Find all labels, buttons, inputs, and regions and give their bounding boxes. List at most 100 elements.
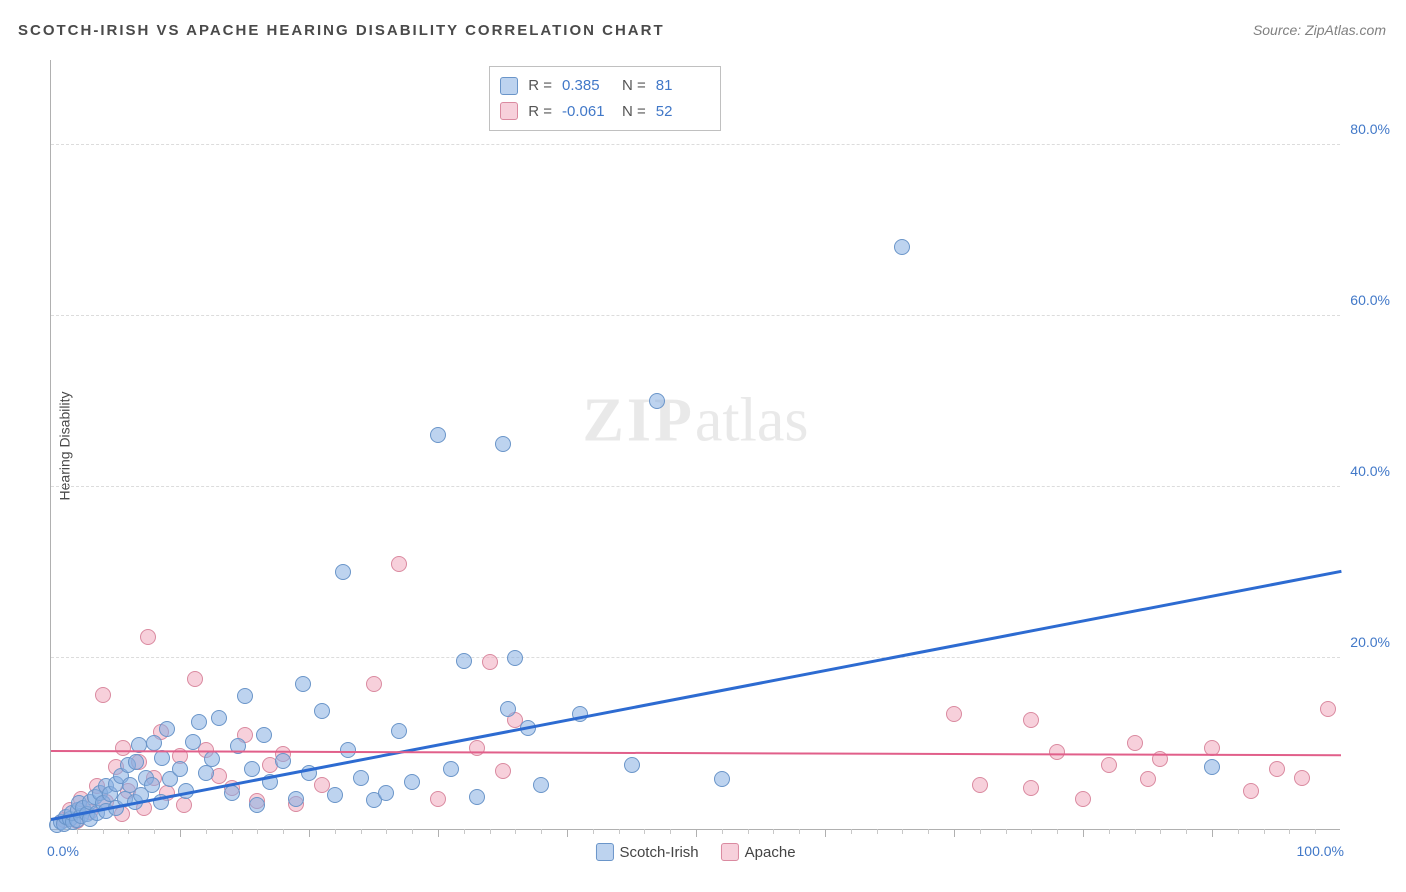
x-axis-min-label: 0.0% (47, 843, 79, 859)
stat-r-value-scotch_irish: 0.385 (562, 73, 612, 99)
data-point-scotch_irish (128, 754, 144, 770)
data-point-apache (1127, 735, 1143, 751)
gridline-h (51, 315, 1340, 316)
x-tick-major (309, 829, 310, 837)
data-point-apache (1023, 712, 1039, 728)
x-tick-minor (1315, 829, 1316, 834)
data-point-scotch_irish (404, 774, 420, 790)
y-tick-label: 20.0% (1344, 634, 1390, 650)
x-tick-minor (619, 829, 620, 834)
x-tick-minor (1031, 829, 1032, 834)
x-tick-minor (361, 829, 362, 834)
x-tick-major (180, 829, 181, 837)
data-point-scotch_irish (430, 427, 446, 443)
data-point-scotch_irish (191, 714, 207, 730)
data-point-scotch_irish (144, 777, 160, 793)
stat-r-label: R = (528, 73, 552, 99)
x-tick-minor (1057, 829, 1058, 834)
data-point-scotch_irish (327, 787, 343, 803)
data-point-scotch_irish (244, 761, 260, 777)
data-point-scotch_irish (288, 791, 304, 807)
data-point-scotch_irish (237, 688, 253, 704)
stat-r-label: R = (528, 99, 552, 125)
stat-n-label: N = (622, 99, 646, 125)
x-tick-minor (748, 829, 749, 834)
data-point-apache (430, 791, 446, 807)
data-point-scotch_irish (391, 723, 407, 739)
stats-row-apache: R =-0.061N =52 (500, 99, 706, 125)
correlation-stats-box: R =0.385N =81R =-0.061N =52 (489, 66, 721, 131)
x-tick-minor (1160, 829, 1161, 834)
swatch-apache (500, 102, 518, 120)
x-tick-major (825, 829, 826, 837)
watermark-atlas: atlas (695, 387, 809, 455)
x-tick-minor (386, 829, 387, 834)
data-point-scotch_irish (507, 650, 523, 666)
data-point-scotch_irish (159, 721, 175, 737)
y-tick-label: 60.0% (1344, 292, 1390, 308)
x-axis-max-label: 100.0% (1297, 843, 1344, 859)
x-tick-minor (1264, 829, 1265, 834)
data-point-scotch_irish (335, 564, 351, 580)
data-point-apache (115, 740, 131, 756)
data-point-scotch_irish (443, 761, 459, 777)
data-point-scotch_irish (353, 770, 369, 786)
data-point-scotch_irish (198, 765, 214, 781)
x-tick-minor (593, 829, 594, 834)
data-point-apache (1075, 791, 1091, 807)
x-tick-minor (283, 829, 284, 834)
data-point-scotch_irish (146, 735, 162, 751)
data-point-apache (1294, 770, 1310, 786)
data-point-apache (366, 676, 382, 692)
legend-swatch-apache (721, 843, 739, 861)
data-point-scotch_irish (500, 701, 516, 717)
data-point-scotch_irish (275, 753, 291, 769)
x-tick-minor (773, 829, 774, 834)
x-tick-major (438, 829, 439, 837)
legend-label-scotch_irish: Scotch-Irish (619, 844, 698, 861)
x-tick-minor (154, 829, 155, 834)
x-tick-minor (980, 829, 981, 834)
data-point-scotch_irish (154, 750, 170, 766)
x-tick-minor (799, 829, 800, 834)
x-tick-minor (644, 829, 645, 834)
source-label: Source: ZipAtlas.com (1253, 22, 1386, 38)
legend-swatch-scotch_irish (595, 843, 613, 861)
data-point-apache (1320, 701, 1336, 717)
x-tick-minor (1289, 829, 1290, 834)
data-point-apache (1269, 761, 1285, 777)
x-tick-minor (1109, 829, 1110, 834)
x-tick-minor (722, 829, 723, 834)
data-point-scotch_irish (1204, 759, 1220, 775)
chart-title: SCOTCH-IRISH VS APACHE HEARING DISABILIT… (18, 22, 665, 39)
data-point-scotch_irish (469, 789, 485, 805)
x-tick-minor (257, 829, 258, 834)
legend-label-apache: Apache (745, 844, 796, 861)
x-tick-minor (541, 829, 542, 834)
x-tick-minor (902, 829, 903, 834)
data-point-scotch_irish (649, 393, 665, 409)
watermark-zip: ZIP (583, 387, 695, 455)
data-point-scotch_irish (249, 797, 265, 813)
stat-n-label: N = (622, 73, 646, 99)
y-tick-label: 40.0% (1344, 463, 1390, 479)
x-tick-minor (103, 829, 104, 834)
data-point-apache (391, 556, 407, 572)
data-point-apache (1049, 744, 1065, 760)
x-tick-minor (1135, 829, 1136, 834)
x-tick-minor (1006, 829, 1007, 834)
stat-n-value-apache: 52 (656, 99, 706, 125)
legend-item-scotch_irish: Scotch-Irish (595, 843, 698, 861)
data-point-apache (95, 687, 111, 703)
data-point-scotch_irish (204, 751, 220, 767)
stat-n-value-scotch_irish: 81 (656, 73, 706, 99)
x-tick-minor (670, 829, 671, 834)
x-tick-minor (412, 829, 413, 834)
x-tick-minor (515, 829, 516, 834)
data-point-scotch_irish (185, 734, 201, 750)
data-point-scotch_irish (256, 727, 272, 743)
x-tick-minor (464, 829, 465, 834)
gridline-h (51, 144, 1340, 145)
data-point-scotch_irish (495, 436, 511, 452)
data-point-scotch_irish (224, 785, 240, 801)
